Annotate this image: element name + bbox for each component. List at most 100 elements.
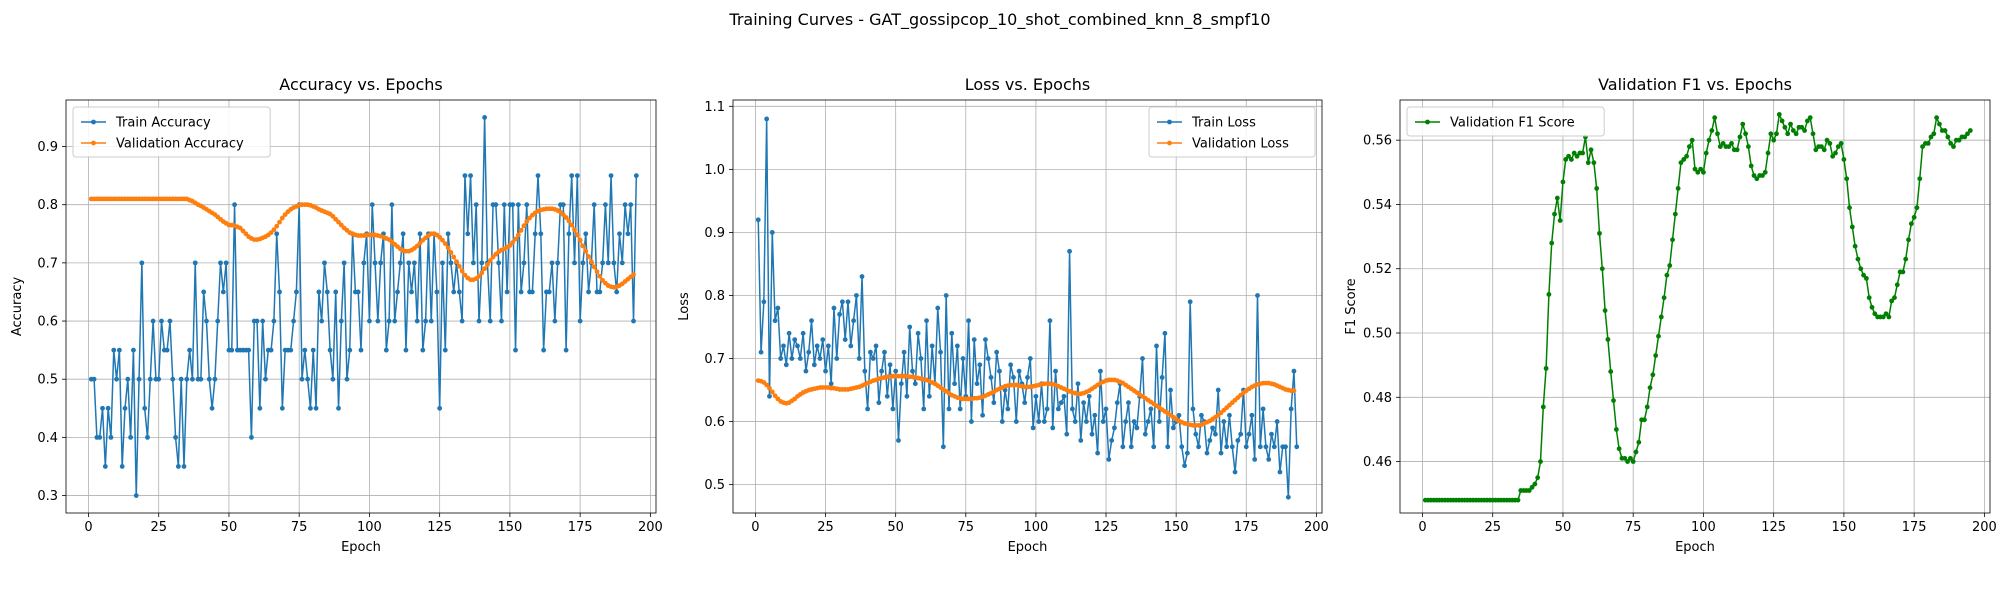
data-point: [549, 260, 555, 266]
data-point: [206, 376, 212, 382]
data-point: [451, 289, 457, 295]
data-point: [1540, 404, 1546, 410]
data-point: [814, 343, 820, 349]
axes-frame: [732, 99, 1323, 514]
data-point: [1681, 157, 1687, 162]
data-point: [1283, 444, 1288, 450]
data-point: [1044, 406, 1050, 412]
data-point: [541, 347, 547, 353]
data-point: [229, 347, 235, 353]
data-point: [1965, 131, 1970, 137]
data-point: [375, 318, 381, 324]
data-point: [1266, 457, 1272, 462]
data-point: [1165, 444, 1171, 450]
data-point: [1055, 406, 1061, 412]
data-point: [1098, 368, 1103, 374]
data-point: [603, 202, 608, 208]
data-point: [778, 356, 784, 361]
data-point: [1804, 118, 1810, 124]
data-point: [907, 324, 913, 330]
data-point: [1608, 369, 1614, 374]
data-point: [789, 356, 795, 361]
x-tick-label: 125: [1094, 520, 1119, 535]
data-point: [1703, 150, 1709, 156]
data-point: [1591, 160, 1597, 166]
data-point: [142, 405, 148, 411]
data-point: [837, 311, 842, 317]
data-point: [223, 260, 229, 266]
data-point: [1092, 412, 1098, 418]
data-point: [1799, 124, 1805, 130]
data-point: [1779, 118, 1785, 124]
data-point: [1058, 400, 1064, 406]
series-markers-validation-f1-score: [1422, 112, 1973, 503]
data-point: [1647, 385, 1653, 391]
data-point: [882, 349, 887, 355]
x-tick-label: 0: [751, 520, 759, 535]
data-point: [1554, 195, 1560, 201]
data-point: [1835, 144, 1841, 150]
data-point: [355, 289, 361, 295]
data-point: [1095, 450, 1101, 456]
data-point: [1549, 240, 1555, 246]
data-point: [1154, 343, 1159, 349]
data-point: [1193, 431, 1199, 437]
data-point: [1658, 314, 1664, 320]
data-point: [116, 347, 122, 353]
data-point: [552, 318, 558, 324]
data-point: [566, 218, 572, 224]
data-point: [1841, 157, 1847, 162]
data-point: [178, 376, 184, 382]
data-point: [594, 269, 600, 274]
y-tick-label: 0.7: [37, 256, 58, 271]
chart-title: Validation F1 vs. Epochs: [1598, 75, 1792, 94]
data-point: [1920, 144, 1925, 150]
data-point: [1064, 431, 1070, 437]
x-tick-label: 25: [150, 520, 167, 535]
data-point: [456, 289, 462, 295]
x-tick-label: 100: [1024, 520, 1049, 535]
data-point: [856, 356, 862, 361]
data-point: [1156, 419, 1162, 424]
data-point: [817, 356, 823, 361]
chart-panel-3: 0 25 50 75 100 125 150 175 200 0.46 0.48 0.50 0.52 0.…: [1344, 75, 1997, 555]
data-point: [1109, 438, 1115, 443]
data-point: [504, 289, 510, 295]
x-axis-label: Epoch: [1675, 540, 1715, 555]
data-point: [1664, 272, 1670, 278]
y-tick-label: 0.8: [704, 289, 725, 304]
data-point: [515, 232, 521, 238]
data-point: [597, 273, 603, 279]
data-point: [1246, 431, 1252, 437]
data-point: [1740, 121, 1746, 127]
data-point: [764, 382, 770, 388]
data-point: [605, 260, 611, 266]
data-point: [448, 260, 454, 266]
data-point: [1585, 160, 1591, 166]
data-point: [1061, 393, 1067, 399]
y-tick-label: 0.56: [1363, 134, 1392, 149]
data-point: [1112, 425, 1117, 431]
data-point: [305, 376, 311, 382]
data-point: [831, 305, 837, 311]
data-point: [994, 349, 1000, 355]
data-point: [1701, 169, 1706, 175]
x-axis-label: Epoch: [341, 540, 381, 555]
x-tick-label: 175: [1234, 520, 1259, 535]
data-point: [1131, 419, 1137, 424]
data-point: [442, 241, 448, 247]
data-point: [1788, 121, 1793, 127]
data-point: [1159, 375, 1165, 380]
data-point: [1184, 450, 1190, 456]
data-point: [772, 393, 778, 399]
x-tick-label: 25: [1484, 520, 1501, 535]
data-point: [524, 202, 530, 208]
data-point: [1543, 365, 1549, 371]
data-point: [546, 289, 552, 295]
data-point: [1515, 497, 1521, 503]
data-point: [1196, 444, 1201, 450]
data-point: [1894, 282, 1900, 288]
data-point: [1084, 419, 1089, 424]
data-point: [1574, 153, 1580, 159]
data-point: [1030, 425, 1036, 431]
